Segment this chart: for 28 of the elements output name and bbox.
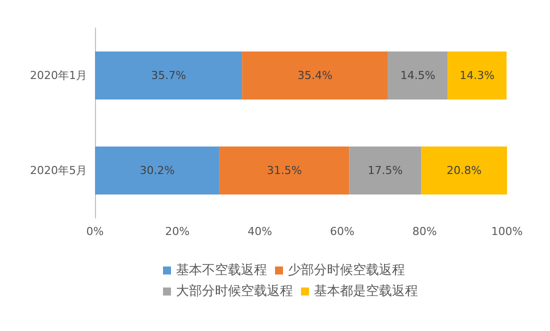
x-tick-label: 20% [165,225,190,238]
bar [349,146,422,194]
legend-label: 基本不空载返程 [176,263,267,278]
data-label: 35.7% [151,69,186,82]
data-label: 20.8% [446,164,482,177]
y-tick-label: 2020年5月 [30,164,87,177]
bar [219,146,350,194]
data-label: 17.5% [368,164,403,177]
y-tick-label: 2020年1月 [30,69,87,82]
x-tick-label: 80% [412,225,437,238]
x-tick-label: 100% [491,225,523,238]
data-label: 14.3% [460,69,495,82]
data-label: 35.4% [298,69,332,82]
x-tick-label: 0% [86,225,104,238]
bar [95,146,220,194]
bar [421,146,507,194]
legend-label: 少部分时候空载返程 [288,263,405,278]
data-label: 31.5% [266,164,302,177]
legend-label: 大部分时候空载返程 [176,284,293,299]
bar [242,52,388,100]
data-label: 30.2% [140,164,175,177]
bar [388,52,448,100]
legend-label: 基本都是空载返程 [314,284,418,299]
bar [448,52,507,100]
bar [95,52,242,100]
data-label: 14.5% [400,69,436,82]
x-tick-label: 60% [330,225,354,238]
x-tick-label: 40% [248,225,272,238]
